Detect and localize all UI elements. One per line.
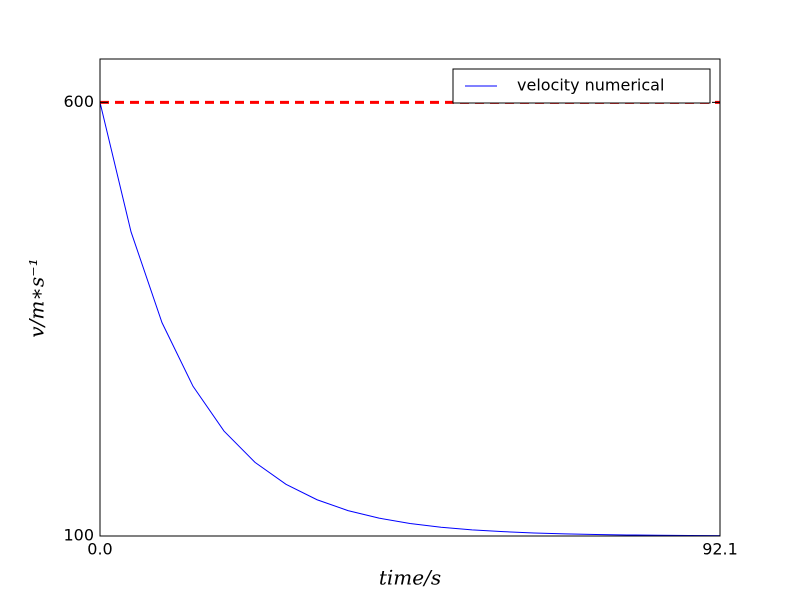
data-line bbox=[99, 102, 721, 537]
x-axis-label: time/s bbox=[379, 566, 441, 590]
x-tick-label: 0.0 bbox=[87, 540, 112, 559]
x-tick-label: 92.1 bbox=[702, 540, 738, 559]
y-tick-label: 600 bbox=[63, 92, 94, 111]
y-tick-label: 100 bbox=[63, 526, 94, 545]
y-axis-label: v/m∗s⁻¹ bbox=[25, 258, 49, 337]
plot-frame bbox=[99, 58, 721, 537]
legend-label: velocity numerical bbox=[517, 76, 664, 95]
